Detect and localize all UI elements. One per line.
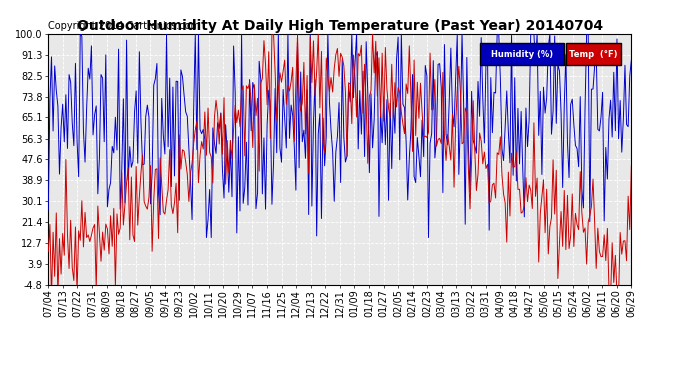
Text: Humidity (%): Humidity (%) (491, 50, 553, 58)
Title: Outdoor Humidity At Daily High Temperature (Past Year) 20140704: Outdoor Humidity At Daily High Temperatu… (77, 19, 603, 33)
Text: Copyright 2014 Cartronics.com: Copyright 2014 Cartronics.com (48, 21, 200, 31)
FancyBboxPatch shape (566, 43, 622, 65)
FancyBboxPatch shape (480, 43, 564, 65)
Text: Temp  (°F): Temp (°F) (569, 50, 618, 58)
